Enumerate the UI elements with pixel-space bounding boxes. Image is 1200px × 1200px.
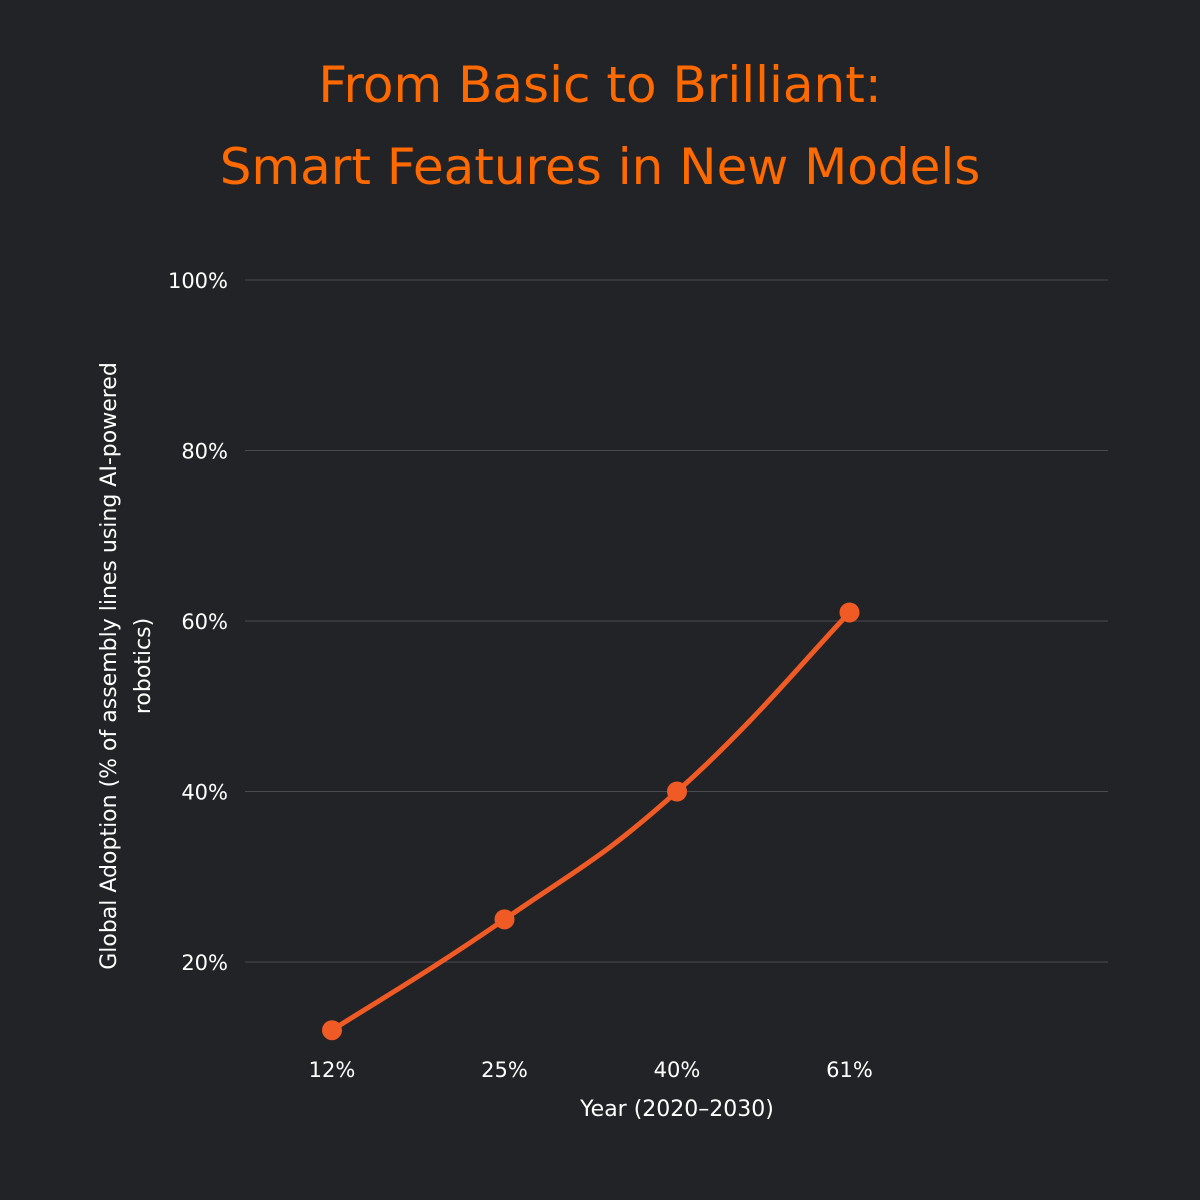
series-line [329,609,852,1033]
y-axis-title: Global Adoption (% of assembly lines usi… [97,362,156,970]
x-tick-label: 40% [654,1058,701,1082]
y-axis-title-line-1: Global Adoption (% of assembly lines usi… [97,362,122,970]
chart-title-line-1: From Basic to Brilliant: [318,56,882,114]
series-adoption [322,602,860,1041]
y-tick-label: 40% [181,781,228,805]
x-axis-title: Year (2020–2030) [579,1097,774,1122]
x-tick-label: 61% [826,1058,873,1082]
y-tick-label: 60% [181,610,228,634]
chart-title-line-2: Smart Features in New Models [219,138,981,196]
data-point-40pct [667,781,687,802]
data-point-25pct [494,909,515,930]
x-tick-label: 25% [481,1058,528,1082]
y-axis-ticks: 20% 40% 60% 80% 100% [168,269,228,975]
data-point-61pct [839,602,860,623]
chart-title: From Basic to Brilliant: Smart Features … [0,44,1200,208]
y-tick-label: 100% [168,269,228,293]
x-tick-label: 12% [309,1058,356,1082]
y-tick-label: 20% [181,951,228,975]
gridlines [245,279,1108,963]
y-axis-title-line-2: robotics) [131,618,156,714]
x-axis-ticks: 12% 25% 40% 61% [309,1058,873,1082]
y-tick-label: 80% [181,440,228,464]
data-point-12pct [322,1020,342,1041]
